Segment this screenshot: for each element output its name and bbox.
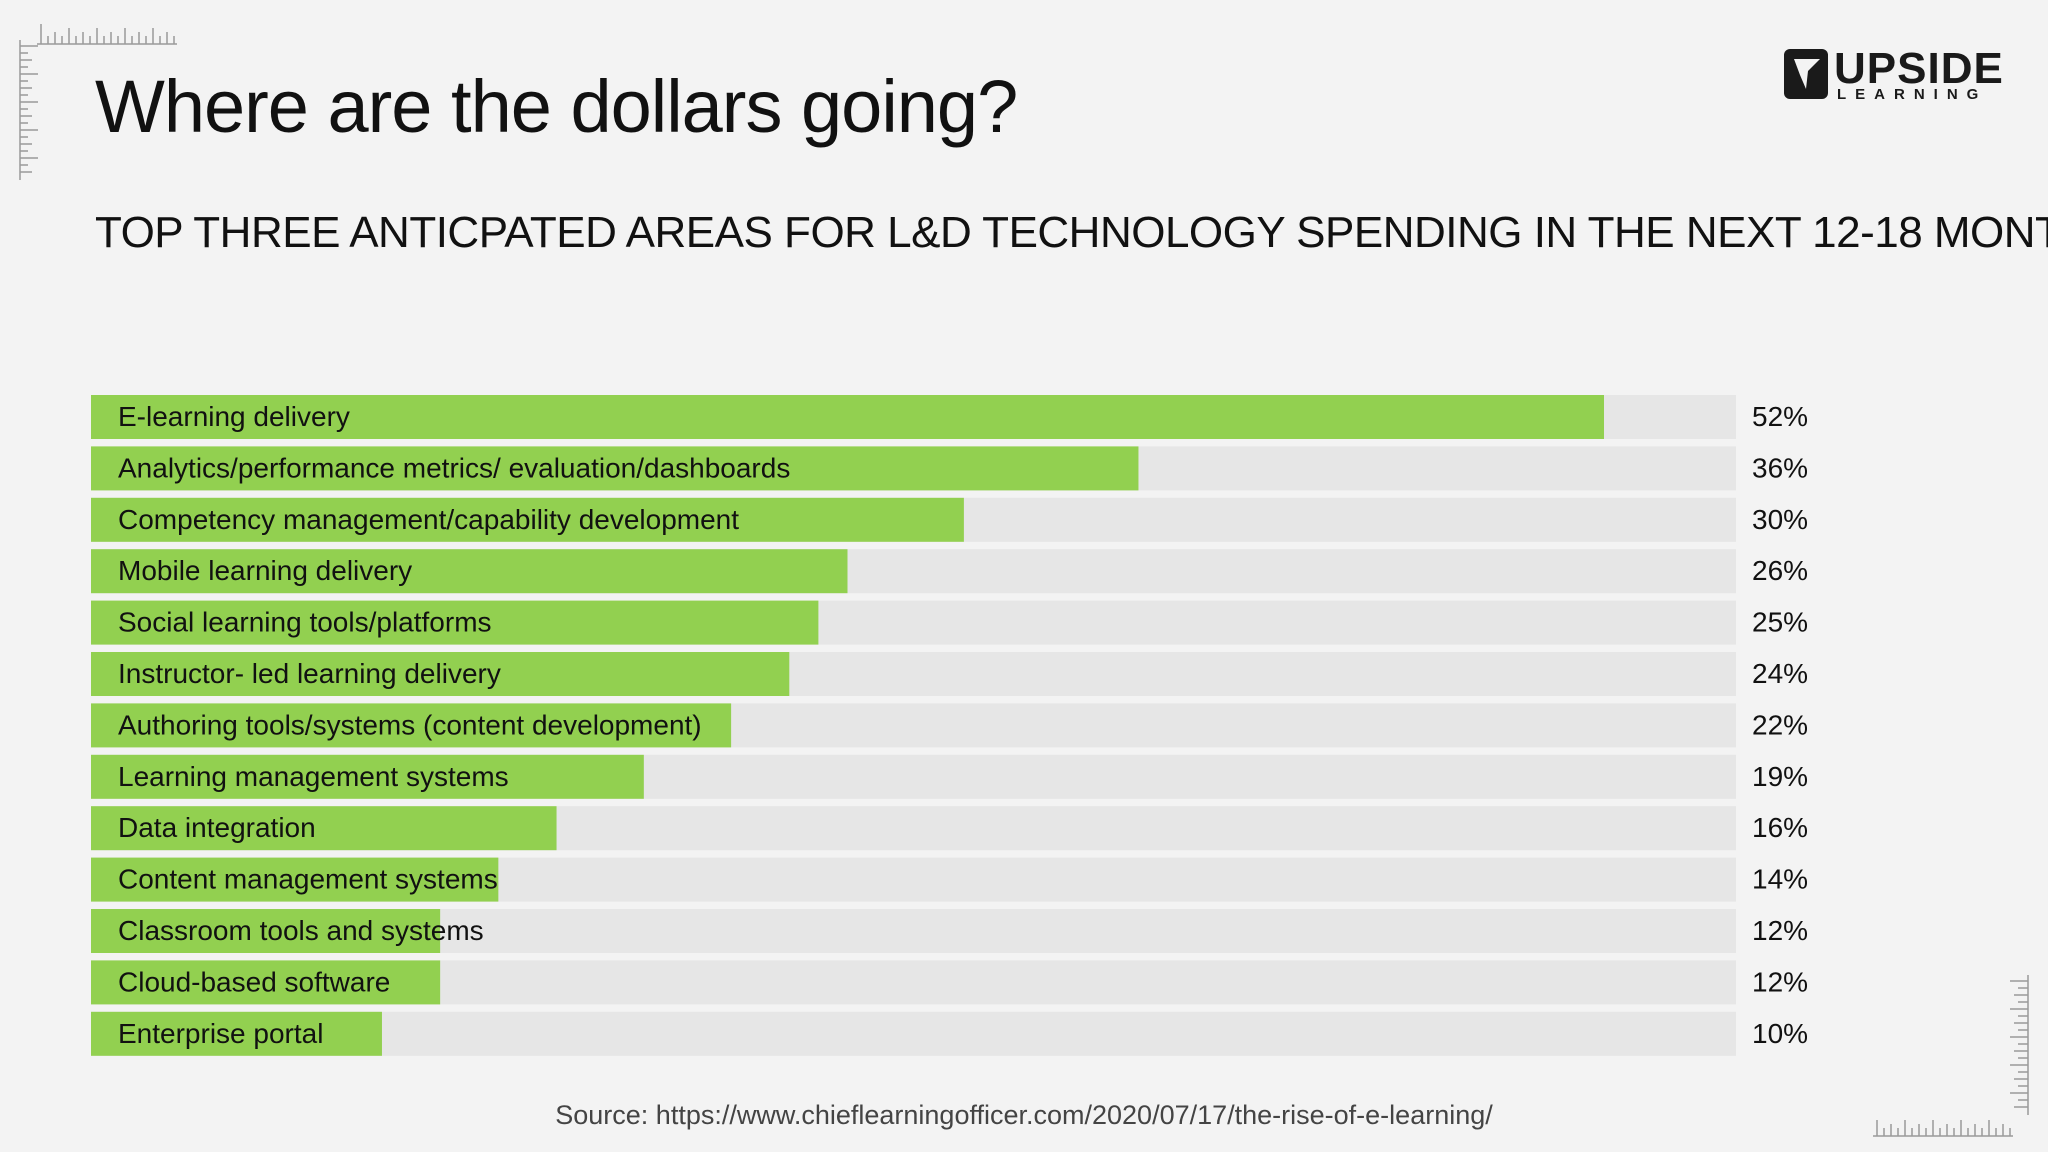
bar: [91, 703, 732, 748]
upside-learning-logo: UPSIDE LEARNING: [1784, 44, 2003, 104]
category-label: Competency management/capability develop…: [118, 504, 739, 535]
category-label: Mobile learning delivery: [118, 555, 412, 586]
bar: [91, 446, 1139, 491]
category-label: Instructor- led learning delivery: [118, 658, 501, 689]
value-label: 26%: [1752, 555, 1808, 586]
bar: [91, 960, 441, 1005]
bar-row: Classroom tools and systems 12%: [91, 909, 1808, 953]
logo-sub-text: LEARNING: [1837, 86, 1988, 103]
value-label: 19%: [1752, 761, 1808, 792]
bar-row: Learning management systems 19%: [91, 754, 1808, 799]
bars-layer: E-learning delivery 52% Analytics/performa…: [91, 395, 1808, 1056]
bar: [91, 1011, 382, 1056]
category-label: Social learning tools/platforms: [118, 607, 492, 638]
ruler-decoration-right: [2010, 975, 2029, 1115]
value-label: 14%: [1752, 864, 1808, 895]
bar-row: Data integration 16%: [91, 806, 1808, 851]
ruler-decoration-bottom: [1873, 1120, 2013, 1137]
bar: [91, 909, 441, 953]
value-label: 52%: [1752, 401, 1808, 432]
bar-row: Social learning tools/platforms 25%: [91, 600, 1808, 645]
value-label: 12%: [1752, 966, 1808, 997]
bar-row: Authoring tools/systems (content develop…: [91, 703, 1808, 748]
bar: [91, 600, 819, 645]
bar-row: Instructor- led learning delivery 24%: [91, 652, 1808, 696]
category-label: Analytics/performance metrics/ evaluatio…: [118, 452, 790, 483]
ruler-decoration-top: [37, 24, 177, 45]
value-label: 36%: [1752, 452, 1808, 483]
ruler-decoration-left: [19, 40, 38, 180]
bar: [91, 652, 790, 696]
category-label: Authoring tools/systems (content develop…: [118, 709, 702, 740]
bar-row: Analytics/performance metrics/ evaluatio…: [91, 446, 1808, 491]
chart-title: TOP THREE ANTICPATED AREAS FOR L&D TECHN…: [95, 208, 2048, 257]
bar: [91, 395, 1604, 439]
arrow-cursor-icon: [1784, 49, 1828, 99]
value-label: 25%: [1752, 607, 1808, 638]
source-citation: Source: https://www.chieflearningofficer…: [555, 1100, 1493, 1130]
value-label: 10%: [1752, 1018, 1808, 1049]
value-label: 30%: [1752, 504, 1808, 535]
category-label: E-learning delivery: [118, 401, 350, 432]
bar: [91, 549, 848, 594]
bar-row: E-learning delivery 52%: [91, 395, 1808, 439]
value-label: 16%: [1752, 812, 1808, 843]
value-label: 24%: [1752, 658, 1808, 689]
value-label: 22%: [1752, 709, 1808, 740]
value-label: 12%: [1752, 915, 1808, 946]
logo-brand-text: UPSIDE: [1834, 44, 2004, 93]
category-label: Enterprise portal: [118, 1018, 323, 1049]
bar: [91, 806, 557, 851]
bar: [91, 857, 499, 902]
category-label: Classroom tools and systems: [118, 915, 484, 946]
category-label: Learning management systems: [118, 761, 509, 792]
bar-row: Competency management/capability develop…: [91, 497, 1808, 542]
page-title: Where are the dollars going?: [95, 65, 1018, 148]
bar: [91, 497, 964, 542]
category-label: Content management systems: [118, 864, 498, 895]
category-label: Cloud-based software: [118, 966, 390, 997]
bar-row: Mobile learning delivery 26%: [91, 549, 1808, 594]
bar-row: Content management systems 14%: [91, 857, 1808, 902]
bar-row: Cloud-based software 12%: [91, 960, 1808, 1005]
bar-row: Enterprise portal 10%: [91, 1011, 1808, 1056]
bar: [91, 754, 644, 799]
category-label: Data integration: [118, 812, 316, 843]
